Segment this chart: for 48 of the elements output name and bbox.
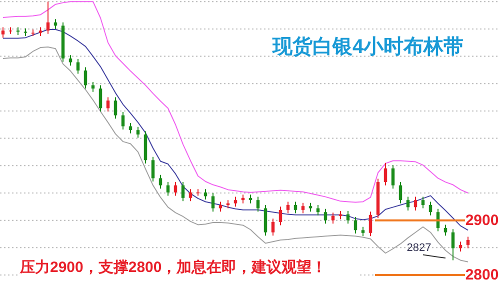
y-tick-label: 2800 <box>465 266 499 284</box>
candlestick <box>294 201 298 214</box>
candlestick <box>204 188 208 200</box>
candlestick <box>1 26 5 38</box>
candlestick <box>361 226 365 237</box>
candlestick <box>271 218 275 236</box>
candlestick <box>218 201 222 212</box>
candlestick <box>151 156 155 182</box>
candlestick <box>421 196 425 209</box>
candlestick <box>444 224 448 236</box>
candlestick <box>451 228 455 261</box>
candlestick <box>346 210 350 224</box>
candlestick <box>46 1 50 34</box>
candlestick <box>384 162 388 186</box>
candlestick <box>368 211 372 237</box>
candlestick <box>174 182 178 196</box>
candlestick <box>121 112 125 130</box>
candlestick <box>331 212 335 224</box>
candlestick <box>466 236 470 249</box>
candlestick <box>406 196 410 211</box>
candlestick <box>256 196 260 212</box>
candlestick <box>391 164 395 190</box>
candlestick <box>301 202 305 214</box>
candlestick <box>98 84 102 112</box>
candlestick <box>106 96 110 112</box>
candlestick <box>188 188 192 202</box>
candlestick <box>324 208 328 224</box>
text: 现货白银4小时布林带 <box>271 36 464 58</box>
candlestick <box>84 66 88 90</box>
candlestick <box>68 54 72 66</box>
candlestick <box>136 126 140 138</box>
candlestick <box>181 182 185 202</box>
candlestick <box>286 201 290 214</box>
candlestick <box>114 96 118 120</box>
candlestick <box>166 182 170 196</box>
candlestick <box>278 206 282 226</box>
candlestick <box>234 196 238 208</box>
candlestick <box>428 201 432 216</box>
line-series <box>2 1 468 203</box>
candlestick <box>414 196 418 211</box>
annotation: 2827 <box>406 242 432 254</box>
candlestick <box>354 216 358 234</box>
annotation: 压力2900，支撑2800，加息在即，建议观望！ <box>19 258 327 276</box>
candlestick <box>76 58 80 74</box>
candlestick <box>211 192 215 212</box>
candlestick <box>158 174 162 190</box>
candlestick <box>398 182 402 204</box>
y-tick-label: 2900 <box>465 212 499 229</box>
